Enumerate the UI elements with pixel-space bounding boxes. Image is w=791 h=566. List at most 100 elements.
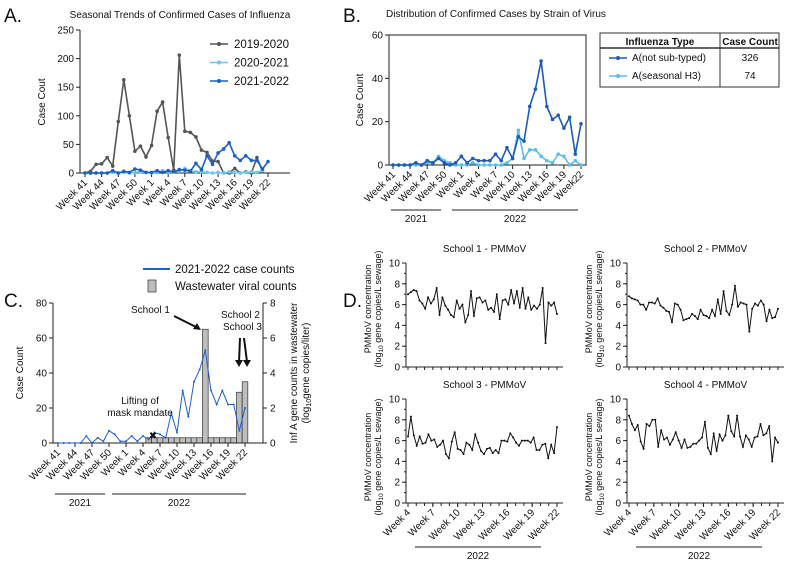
pmmov-School 4-point — [762, 434, 765, 437]
series-A(not sub-typed)-point — [470, 156, 475, 161]
pmmov-School 4-point — [733, 435, 736, 438]
pmmov-School 3-point — [500, 439, 503, 442]
pmmov-School 2-point — [679, 308, 682, 311]
pmmov-School 4-point — [628, 414, 630, 417]
pmmov-School 2-point — [656, 297, 659, 300]
series-2021-2022-point — [210, 162, 215, 167]
series-2021-2022-point — [199, 167, 204, 172]
pmmov-School 2-point — [768, 308, 771, 311]
series-A(not sub-typed)-point — [465, 161, 469, 165]
case-counts-point — [187, 415, 190, 418]
series-2020-2021-point — [216, 170, 220, 175]
pmmov-School 3-point — [535, 448, 538, 451]
annotation-school-2: School 2 — [221, 310, 260, 321]
pmmov-School 1-point — [427, 296, 430, 299]
pmmov-School 1-point — [495, 293, 498, 296]
y-tick-label: 2 — [394, 342, 400, 353]
y-tick-label: 10 — [389, 395, 401, 406]
pmmov-School 3-point — [503, 439, 506, 442]
pmmov-School 2-point — [659, 304, 662, 307]
series-2020-2021-point — [238, 171, 243, 175]
series-2021-2022-point — [194, 161, 198, 166]
table-legend-marker — [616, 74, 620, 78]
pmmov-School 4-point — [692, 442, 695, 445]
series-2019-2020-point — [232, 166, 237, 171]
pmmov-School 2-point — [731, 303, 734, 306]
case-counts-point — [119, 440, 122, 443]
pmmov-School 3-point — [474, 433, 477, 436]
case-counts-point — [170, 412, 173, 415]
wastewater-bar — [196, 437, 203, 444]
year-group-label: 2021 — [405, 214, 428, 225]
case-counts-point — [210, 389, 212, 392]
series-A(seasonal H3)-point — [573, 158, 578, 163]
y2-axis-label: Inf A gene counts in wastewater — [289, 302, 300, 443]
arrow-icon — [173, 315, 199, 329]
pmmov-School 2-point — [719, 312, 722, 315]
pmmov-School 4-point — [759, 422, 762, 425]
case-counts-point — [198, 368, 201, 371]
pmmov-School 3-point — [418, 435, 421, 438]
series-A(seasonal H3)-point — [550, 161, 555, 165]
y-tick-label: 20 — [372, 117, 384, 128]
strain-table — [599, 32, 780, 88]
pmmov-School 2-point — [739, 301, 742, 304]
panel-label-d: D. — [343, 291, 362, 312]
pmmov-School 1-point — [447, 308, 450, 311]
pmmov-School 1-point — [547, 301, 550, 304]
pmmov-School 1-point — [518, 306, 521, 309]
series-A(not sub-typed)-point — [533, 87, 538, 91]
pmmov-School 2-point — [670, 321, 673, 324]
pmmov-School 2-point — [639, 303, 642, 306]
wastewater-bar — [207, 437, 215, 444]
pmmov-School 4-point — [657, 445, 660, 448]
pmmov-School 1-point — [421, 302, 424, 305]
chart-title: Distribution of Confirmed Cases by Strai… — [386, 9, 606, 20]
pmmov-School 2-point — [734, 284, 737, 287]
pmmov-School 2-point — [693, 315, 696, 318]
pmmov-School 3-point — [497, 452, 500, 455]
pmmov-School 1-point — [464, 321, 467, 324]
case-counts-point — [176, 431, 178, 434]
series-A(seasonal H3)-point — [505, 161, 509, 165]
pmmov-School 4-point — [730, 430, 733, 433]
y-tick-label: 10 — [610, 259, 622, 270]
series-A(seasonal H3)-point — [545, 158, 549, 163]
pmmov-School 3-point — [439, 443, 442, 446]
mask-mandate-marker-icon: ✖ — [149, 431, 157, 442]
pmmov-School 2-point — [650, 301, 653, 304]
pmmov-School 4-point — [753, 436, 756, 439]
pmmov-School 2-point — [716, 298, 719, 301]
series-2021-2022-point — [110, 168, 115, 173]
series-2021-2022-point — [177, 167, 182, 172]
chart-title: School 1 - PMMoV — [443, 244, 527, 255]
year-group-label: 2022 — [168, 498, 191, 509]
y-tick-label: 10 — [610, 395, 622, 406]
legend-marker — [217, 79, 221, 83]
series-2019-2020-point — [177, 53, 182, 57]
pmmov-School 3-point — [512, 436, 515, 439]
series-2019-2020-point — [255, 155, 259, 160]
series-2020-2021-point — [255, 170, 259, 175]
y-tick-label: 0 — [615, 363, 621, 374]
pmmov-School 2-point — [777, 307, 779, 310]
pmmov-School 1-point — [507, 303, 510, 306]
case-counts-point — [68, 442, 71, 444]
pmmov-School 2-point — [702, 314, 705, 316]
pmmov-School 2-point — [630, 297, 633, 300]
series-2019-2020-point — [216, 159, 220, 164]
series-2020-2021-point — [205, 170, 209, 175]
y-tick-label: 60 — [36, 334, 48, 345]
case-counts-point — [91, 442, 93, 444]
series-A(not sub-typed)-point — [476, 158, 481, 163]
series-A(not sub-typed)-point — [425, 158, 429, 163]
pmmov-School 2-point — [665, 309, 668, 312]
pmmov-School 4-point — [727, 414, 730, 417]
pmmov-School 2-point — [745, 303, 748, 306]
series-2021-2022-point — [88, 171, 93, 175]
pmmov-School 4-point — [674, 431, 677, 434]
y-tick-label: 2 — [615, 342, 621, 353]
pmmov-School 4-point — [709, 453, 712, 456]
y-tick-label: 0 — [68, 169, 74, 180]
pmmov-School 2-point — [742, 302, 745, 305]
